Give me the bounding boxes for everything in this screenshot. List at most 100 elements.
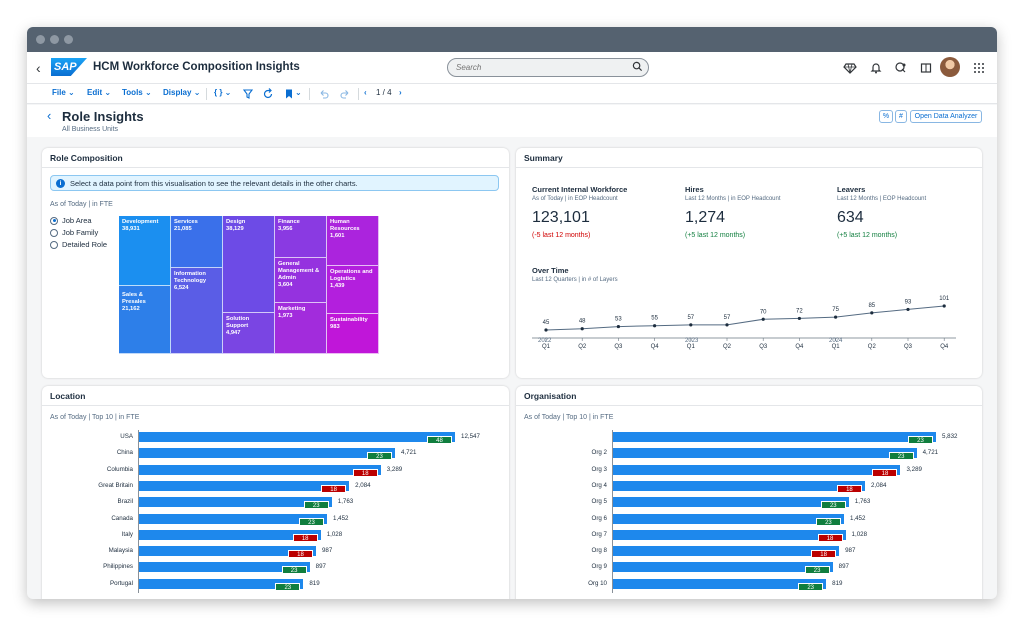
- data-point[interactable]: [906, 307, 910, 312]
- absolute-toggle-button[interactable]: #: [895, 110, 907, 123]
- data-point[interactable]: [797, 316, 801, 321]
- avatar[interactable]: [940, 57, 960, 77]
- bell-icon[interactable]: [869, 61, 883, 75]
- formula-icon[interactable]: { } ⌄: [214, 88, 232, 97]
- location-card: Location As of Today | Top 10 | in FTE U…: [42, 386, 509, 599]
- kpi-value[interactable]: 1,274: [685, 209, 726, 226]
- prev-page-icon[interactable]: ‹: [364, 88, 367, 97]
- bar[interactable]: [613, 464, 901, 475]
- positive-delta-badge: 23: [366, 452, 392, 461]
- radio-job-area[interactable]: Job Area: [50, 216, 92, 225]
- treemap-cell[interactable]: Development 38,931: [119, 216, 171, 286]
- bar[interactable]: [613, 497, 849, 508]
- edit-menu[interactable]: Edit ⌄: [87, 88, 112, 97]
- grid-menu-icon[interactable]: [972, 61, 986, 75]
- bar[interactable]: [613, 562, 833, 573]
- treemap-cell[interactable]: Human Resources 1,601: [327, 216, 379, 266]
- window-dot-maximize[interactable]: [64, 35, 73, 44]
- filter-icon[interactable]: [242, 88, 254, 100]
- bar[interactable]: [139, 578, 304, 589]
- bookmark-icon[interactable]: [283, 88, 295, 100]
- bar[interactable]: [139, 546, 316, 557]
- redo-icon[interactable]: [339, 88, 351, 100]
- tools-menu[interactable]: Tools ⌄: [122, 88, 152, 97]
- bookmark-dropdown-icon[interactable]: ⌄: [295, 88, 302, 97]
- value-label: 3,289: [906, 465, 922, 473]
- bar[interactable]: [613, 448, 917, 459]
- category-label: Org 10: [588, 579, 607, 587]
- data-point[interactable]: [580, 327, 584, 331]
- next-page-icon[interactable]: ›: [399, 88, 402, 97]
- bar[interactable]: [613, 480, 865, 491]
- refresh-icon[interactable]: [262, 88, 274, 100]
- display-menu[interactable]: Display ⌄: [163, 88, 201, 97]
- toolbar: File ⌄ Edit ⌄ Tools ⌄ Display ⌄ { } ⌄ ⌄ …: [27, 84, 997, 104]
- radio-detailed-role[interactable]: Detailed Role: [50, 240, 107, 249]
- window-dot-close[interactable]: [36, 35, 45, 44]
- search-icon[interactable]: [632, 61, 643, 72]
- treemap-cell[interactable]: Services 21,085: [171, 216, 223, 268]
- window-dot-minimize[interactable]: [50, 35, 59, 44]
- open-data-analyzer-button[interactable]: Open Data Analyzer: [910, 110, 982, 123]
- card-title: Summary: [516, 148, 982, 168]
- card-title: Location: [42, 386, 509, 406]
- treemap-cell[interactable]: Marketing 1,973: [275, 303, 327, 354]
- value-label: 5,832: [942, 433, 958, 440]
- data-point[interactable]: [653, 324, 657, 328]
- treemap-cell[interactable]: Finance 3,956: [275, 216, 327, 258]
- organisation-bar-chart: 23 5,832 Org 2 23 4,721 Org 3 18 3,289 Org 4 18 2,…: [516, 430, 982, 599]
- notebook-icon[interactable]: [919, 61, 933, 75]
- radio-icon: [50, 228, 58, 237]
- series-line: [545, 305, 945, 331]
- info-text: Select a data point from this visualisat…: [70, 179, 358, 188]
- assistant-icon[interactable]: [894, 61, 908, 75]
- bar[interactable]: [139, 432, 455, 442]
- data-point[interactable]: [761, 317, 765, 321]
- bar[interactable]: [139, 480, 350, 491]
- kpi-value[interactable]: 634: [837, 209, 864, 226]
- treemap-cell[interactable]: Operations and Logistics 1,439: [327, 266, 379, 314]
- file-menu[interactable]: File ⌄: [52, 88, 75, 97]
- data-point[interactable]: [544, 328, 548, 332]
- bar[interactable]: [613, 578, 827, 589]
- treemap-cell[interactable]: Sustainability 983: [327, 314, 379, 354]
- page-back-icon[interactable]: ‹: [47, 108, 52, 123]
- data-point[interactable]: [870, 311, 874, 315]
- data-point[interactable]: [942, 304, 946, 308]
- bar[interactable]: [139, 529, 321, 540]
- value-label: 1,763: [337, 498, 354, 506]
- data-point[interactable]: [725, 323, 729, 327]
- percent-toggle-button[interactable]: %: [879, 110, 893, 123]
- treemap-cell[interactable]: Solution Support 4,947: [223, 313, 275, 354]
- data-point[interactable]: [834, 315, 838, 319]
- bar[interactable]: [613, 513, 844, 524]
- kpi-value[interactable]: 123,101: [532, 209, 590, 226]
- bar[interactable]: [139, 448, 395, 459]
- search-input[interactable]: [456, 61, 626, 74]
- back-icon[interactable]: ‹: [36, 60, 41, 76]
- treemap-cell[interactable]: General Management & Admin 3,604: [275, 258, 327, 303]
- diamond-icon[interactable]: [843, 61, 857, 75]
- undo-icon[interactable]: [318, 88, 330, 100]
- treemap-cell[interactable]: Design 38,129: [223, 216, 275, 313]
- bar[interactable]: [139, 464, 381, 475]
- bar[interactable]: [613, 432, 936, 442]
- category-label: Portugal: [109, 579, 133, 587]
- data-point[interactable]: [689, 323, 693, 327]
- radio-job-family[interactable]: Job Family: [50, 228, 98, 237]
- kpi-title: Hires: [685, 185, 704, 194]
- treemap-cell[interactable]: Sales & Presales 21,162: [119, 286, 171, 354]
- bar[interactable]: [613, 529, 846, 540]
- bar[interactable]: [139, 562, 310, 573]
- data-point[interactable]: [616, 324, 620, 329]
- card-subtitle: As of Today | in FTE: [50, 201, 113, 208]
- page-title: Role Insights: [62, 109, 144, 124]
- overtime-title: Over Time: [532, 266, 569, 275]
- search-field[interactable]: [447, 58, 649, 77]
- bar[interactable]: [613, 546, 840, 557]
- sap-logo[interactable]: SAP: [51, 58, 87, 76]
- bar[interactable]: [139, 513, 328, 524]
- value-label: 819: [309, 579, 320, 587]
- bar[interactable]: [139, 497, 332, 508]
- treemap-cell[interactable]: Information Technology 6,524: [171, 268, 223, 354]
